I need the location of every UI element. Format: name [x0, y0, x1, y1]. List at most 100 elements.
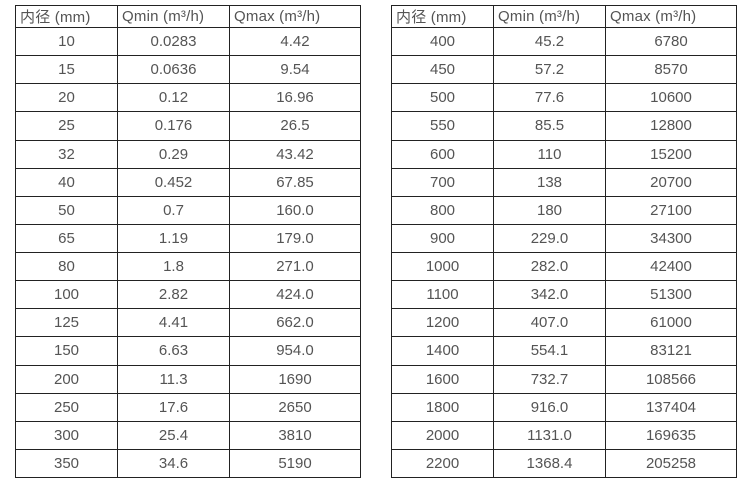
table-cell: 179.0	[229, 223, 361, 254]
table-cell: 1600	[391, 364, 494, 394]
table-cell: 10	[15, 26, 118, 57]
table-cell: 9.54	[229, 55, 361, 85]
table-row: 50 0.7 160.0	[15, 195, 361, 225]
table-cell: 282.0	[493, 251, 606, 282]
spec-table-left: 内径 (mm) Qmin (m³/h) Qmax (m³/h) 10 0.0283…	[15, 5, 361, 479]
table-row: 40 0.452 67.85	[15, 167, 361, 197]
table-cell: 1000	[391, 251, 494, 282]
table-cell: 205258	[605, 448, 737, 479]
table-cell: 137404	[605, 392, 737, 422]
table-row: 300 25.4 3810	[15, 420, 361, 450]
table-row: 1100 342.0 51300	[391, 280, 737, 310]
table-row: 内径 (mm) Qmin (m³/h) Qmax (m³/h)	[15, 5, 361, 28]
table-row: 65 1.19 179.0	[15, 223, 361, 254]
table-cell: 83121	[605, 336, 737, 366]
table-row: 350 34.6 5190	[15, 448, 361, 479]
table-cell: 0.29	[117, 139, 230, 169]
column-header-diameter: 内径 (mm)	[15, 5, 118, 28]
table-row: 600 110 15200	[391, 139, 737, 169]
table-row: 10 0.0283 4.42	[15, 26, 361, 57]
table-cell: 67.85	[229, 167, 361, 197]
table-cell: 1200	[391, 308, 494, 338]
table-row: 450 57.2 8570	[391, 55, 737, 85]
table-cell: 6780	[605, 26, 737, 57]
table-cell: 15200	[605, 139, 737, 169]
table-cell: 17.6	[117, 392, 230, 422]
table-cell: 662.0	[229, 308, 361, 338]
table-cell: 42400	[605, 251, 737, 282]
table-row: 250 17.6 2650	[15, 392, 361, 422]
table-cell: 51300	[605, 280, 737, 310]
table-cell: 424.0	[229, 280, 361, 310]
table-cell: 26.5	[229, 111, 361, 141]
table-cell: 500	[391, 83, 494, 113]
table-cell: 180	[493, 195, 606, 225]
table-row: 1400 554.1 83121	[391, 336, 737, 366]
table-cell: 400	[391, 26, 494, 57]
table-row: 500 77.6 10600	[391, 83, 737, 113]
table-cell: 34.6	[117, 448, 230, 479]
table-row: 2000 1131.0 169635	[391, 420, 737, 450]
table-cell: 0.452	[117, 167, 230, 197]
table-body: 400 45.2 6780 450 57.2 8570 500 77.6 10600 550 85.…	[391, 26, 737, 479]
table-cell: 12800	[605, 111, 737, 141]
table-cell: 15	[15, 55, 118, 85]
table-cell: 65	[15, 223, 118, 254]
table-row: 1600 732.7 108566	[391, 364, 737, 394]
table-row: 550 85.5 12800	[391, 111, 737, 141]
table-row: 15 0.0636 9.54	[15, 55, 361, 85]
column-header-qmin: Qmin (m³/h)	[117, 5, 230, 28]
table-cell: 34300	[605, 223, 737, 254]
table-header-row: 内径 (mm) Qmin (m³/h) Qmax (m³/h)	[391, 5, 737, 28]
table-cell: 554.1	[493, 336, 606, 366]
table-cell: 11.3	[117, 364, 230, 394]
table-cell: 32	[15, 139, 118, 169]
table-cell: 1368.4	[493, 448, 606, 479]
table-row: 32 0.29 43.42	[15, 139, 361, 169]
table-cell: 200	[15, 364, 118, 394]
table-cell: 2000	[391, 420, 494, 450]
table-cell: 900	[391, 223, 494, 254]
table-cell: 61000	[605, 308, 737, 338]
table-cell: 732.7	[493, 364, 606, 394]
table-cell: 0.12	[117, 83, 230, 113]
table-row: 2200 1368.4 205258	[391, 448, 737, 479]
table-cell: 4.41	[117, 308, 230, 338]
table-cell: 57.2	[493, 55, 606, 85]
table-cell: 85.5	[493, 111, 606, 141]
table-cell: 1.19	[117, 223, 230, 254]
table-row: 100 2.82 424.0	[15, 280, 361, 310]
table-cell: 700	[391, 167, 494, 197]
table-cell: 0.176	[117, 111, 230, 141]
column-header-qmin: Qmin (m³/h)	[493, 5, 606, 28]
table-cell: 0.7	[117, 195, 230, 225]
column-header-qmax: Qmax (m³/h)	[605, 5, 737, 28]
table-cell: 1690	[229, 364, 361, 394]
table-header-row: 内径 (mm) Qmin (m³/h) Qmax (m³/h)	[15, 5, 361, 28]
table-cell: 138	[493, 167, 606, 197]
table-cell: 169635	[605, 420, 737, 450]
table-cell: 0.0636	[117, 55, 230, 85]
table-cell: 407.0	[493, 308, 606, 338]
table-row: 900 229.0 34300	[391, 223, 737, 254]
table-cell: 2650	[229, 392, 361, 422]
table-cell: 1.8	[117, 251, 230, 282]
table-cell: 916.0	[493, 392, 606, 422]
spec-table-right: 内径 (mm) Qmin (m³/h) Qmax (m³/h) 400 45.2 6…	[391, 5, 737, 479]
table-cell: 77.6	[493, 83, 606, 113]
table-row: 125 4.41 662.0	[15, 308, 361, 338]
table-cell: 1131.0	[493, 420, 606, 450]
table-row: 1000 282.0 42400	[391, 251, 737, 282]
table-row: 1800 916.0 137404	[391, 392, 737, 422]
column-header-qmax: Qmax (m³/h)	[229, 5, 361, 28]
table-cell: 342.0	[493, 280, 606, 310]
table-cell: 6.63	[117, 336, 230, 366]
table-cell: 550	[391, 111, 494, 141]
table-cell: 1800	[391, 392, 494, 422]
table-cell: 50	[15, 195, 118, 225]
table-cell: 5190	[229, 448, 361, 479]
table-row: 1200 407.0 61000	[391, 308, 737, 338]
table-cell: 110	[493, 139, 606, 169]
column-header-diameter: 内径 (mm)	[391, 5, 494, 28]
